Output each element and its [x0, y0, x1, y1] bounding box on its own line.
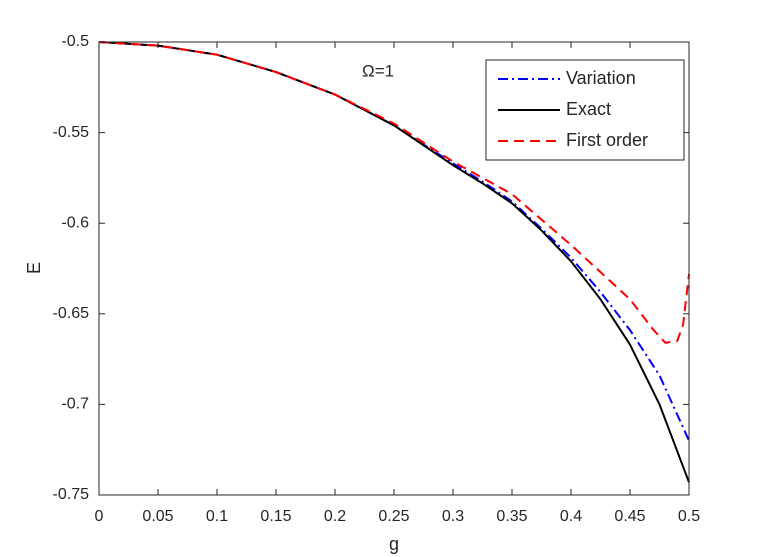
legend-label: First order	[566, 130, 648, 150]
series-line	[98, 41, 690, 442]
plot-frame	[98, 41, 690, 496]
x-tick-label: 0.4	[560, 508, 582, 525]
annotation: Ω=1	[362, 61, 394, 80]
x-tick-label: 0.5	[678, 508, 700, 525]
x-tick-label: 0.15	[260, 508, 291, 525]
x-tick-label: 0.2	[324, 508, 346, 525]
y-tick-label: -0.5	[61, 33, 89, 50]
x-tick-label: 0.35	[496, 508, 527, 525]
x-tick-label: 0.05	[142, 508, 173, 525]
legend-label: Variation	[566, 68, 636, 88]
y-tick-label: -0.65	[53, 305, 90, 322]
legend-label: Exact	[566, 99, 611, 119]
x-tick-label: 0.25	[378, 508, 409, 525]
x-tick-label: 0	[95, 508, 104, 525]
y-tick-label: -0.75	[53, 486, 90, 503]
series-line	[98, 41, 690, 483]
y-tick-label: -0.6	[61, 214, 89, 231]
x-axis-label: g	[389, 534, 399, 554]
x-tick-label: 0.3	[442, 508, 464, 525]
x-tick-label: 0.45	[614, 508, 645, 525]
y-axis-label: E	[24, 262, 44, 274]
x-tick-label: 0.1	[206, 508, 228, 525]
y-tick-label: -0.55	[53, 124, 90, 141]
y-tick-label: -0.7	[61, 396, 89, 413]
